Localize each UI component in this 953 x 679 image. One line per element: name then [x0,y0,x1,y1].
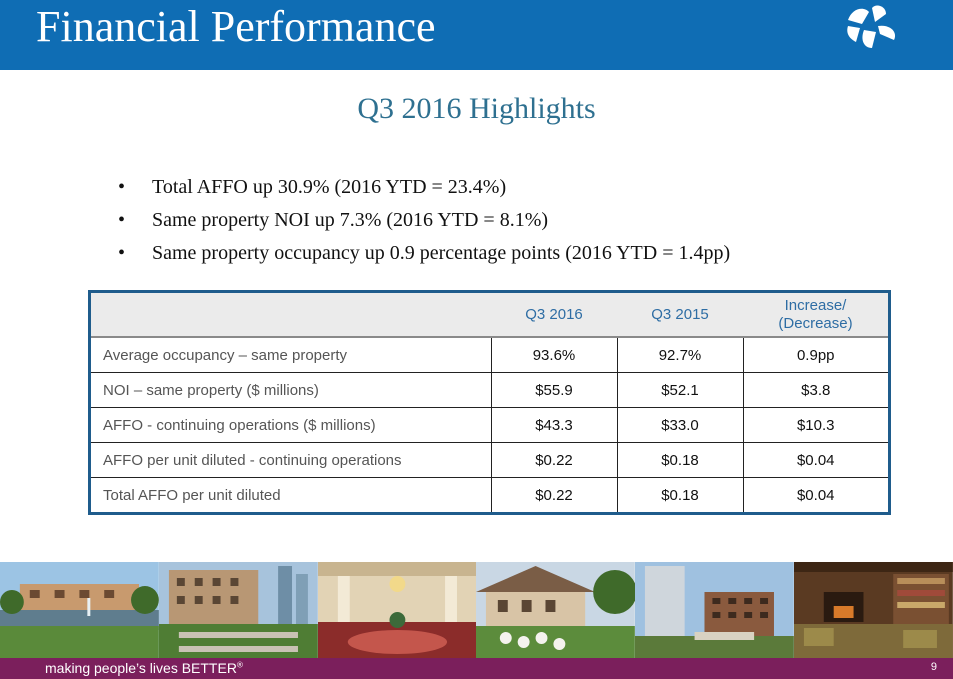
grand-lobby-photo [317,562,477,658]
cell-q3-2015: $33.0 [616,407,743,444]
footer-bar: making people’s lives BETTER® 9 [0,658,953,679]
cell-change: $0.04 [742,477,888,512]
header-bar: Financial Performance [0,0,953,70]
cell-change: $0.04 [742,442,888,479]
cell-change: $10.3 [742,407,888,444]
table-row: AFFO - continuing operations ($ millions… [91,407,888,444]
highlights-list: • Total AFFO up 30.9% (2016 YTD = 23.4%) … [118,172,730,271]
row-label: Average occupancy – same property [91,337,491,374]
cell-change: $3.8 [742,372,888,409]
cell-q3-2016: $55.9 [490,372,617,409]
table-row: Average occupancy – same property 93.6% … [91,337,888,374]
footer-tagline: making people’s lives BETTER® [45,660,243,676]
cell-q3-2016: $43.3 [490,407,617,444]
table-header-row: Q3 2016 Q3 2015 Increase/ (Decrease) [91,293,888,338]
cell-q3-2016: $0.22 [490,442,617,479]
courtyard-garden-photo [158,562,318,658]
company-logo-icon [847,5,896,48]
highlight-item: • Same property occupancy up 0.9 percenta… [118,238,730,271]
financial-table: Q3 2016 Q3 2015 Increase/ (Decrease) Ave… [88,290,891,515]
header-cell-change: Increase/ (Decrease) [743,293,888,338]
registered-mark: ® [236,660,243,670]
cell-q3-2016: 93.6% [490,337,617,374]
row-label: AFFO per unit diluted - continuing opera… [91,442,491,479]
cell-q3-2015: $52.1 [616,372,743,409]
page-number: 9 [930,661,937,673]
bullet-icon: • [118,242,126,264]
header-cell-metric [91,293,491,338]
highlight-item: • Total AFFO up 30.9% (2016 YTD = 23.4%) [118,172,730,205]
highlight-item: • Same property NOI up 7.3% (2016 YTD = 8… [118,205,730,238]
header-cell-q3-2016: Q3 2016 [491,293,617,338]
cell-change: 0.9pp [742,337,888,374]
library-lounge-photo [794,562,953,658]
cell-q3-2016: $0.22 [490,477,617,512]
highrise-building-photo [635,562,795,658]
residence-garden-photo [476,562,636,658]
row-label: Total AFFO per unit diluted [103,486,281,504]
row-label: AFFO - continuing operations ($ millions… [91,407,491,444]
slide-subtitle: Q3 2016 Highlights [357,92,596,125]
bullet-icon: • [118,209,126,231]
bullet-icon: • [118,176,126,198]
row-label: NOI – same property ($ millions) [91,372,491,409]
cell-q3-2015: 92.7% [616,337,743,374]
table-row: NOI – same property ($ millions) $55.9 $… [91,372,888,409]
header-cell-q3-2015: Q3 2015 [617,293,743,338]
table-row: Total AFFO per unit diluted $0.22 $0.18 … [91,477,888,512]
table-row: AFFO per unit diluted - continuing opera… [91,442,888,479]
cell-q3-2015: $0.18 [616,442,743,479]
photo-strip [0,562,953,658]
resort-lake-photo [0,562,159,658]
cell-q3-2015: $0.18 [616,477,743,512]
slide-title: Financial Performance [36,2,436,51]
